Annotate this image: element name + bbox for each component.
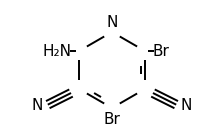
Text: N: N <box>181 99 192 113</box>
Text: Br: Br <box>153 43 170 59</box>
Text: Br: Br <box>103 112 121 127</box>
Text: N: N <box>32 99 43 113</box>
Text: H₂N: H₂N <box>42 43 71 59</box>
Text: N: N <box>106 15 118 30</box>
